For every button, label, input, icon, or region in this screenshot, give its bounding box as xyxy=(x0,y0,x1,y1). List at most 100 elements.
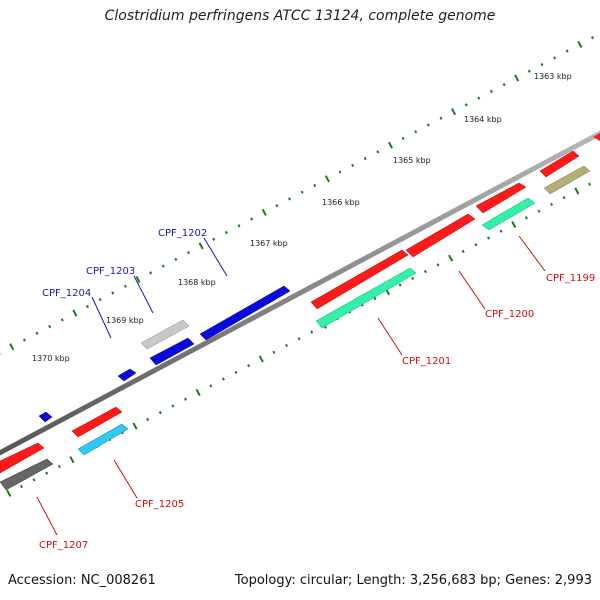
ruler-label: 1369 kbp xyxy=(106,316,144,325)
gene-feature-cpf1204[interactable] xyxy=(117,368,137,382)
gene-label-cpf1205[interactable]: CPF_1205 xyxy=(135,499,184,510)
tick-mark xyxy=(6,489,12,497)
tick-mark xyxy=(436,263,440,267)
tick-mark xyxy=(474,243,478,247)
tick-mark xyxy=(363,156,367,161)
tick-mark xyxy=(60,318,64,322)
tick-mark xyxy=(300,190,304,194)
ruler-labels: 1363 kbp 1364 kbp 1365 kbp 1366 kbp 1367… xyxy=(32,72,572,363)
gene-label-cpf1199[interactable]: CPF_1199 xyxy=(546,273,595,284)
gene-label-cpf1204[interactable]: CPF_1204 xyxy=(42,288,91,299)
gene-feature-cpf1207[interactable] xyxy=(0,442,45,474)
tick-mark xyxy=(86,304,89,309)
tick-mark xyxy=(72,309,78,317)
tick-mark xyxy=(275,204,279,208)
ruler-label: 1364 kbp xyxy=(464,115,502,124)
tick-mark xyxy=(158,411,162,415)
tick-mark xyxy=(351,163,355,167)
tick-mark xyxy=(149,271,153,275)
tick-mark xyxy=(48,324,52,329)
tick-mark xyxy=(174,257,178,261)
tick-mark xyxy=(250,217,254,221)
tick-mark xyxy=(247,364,251,368)
leader-line xyxy=(203,237,228,277)
tick-mark xyxy=(511,221,517,229)
tick-mark xyxy=(439,116,443,120)
tick-mark xyxy=(426,123,430,127)
gene-feature-cpf1199-edge[interactable] xyxy=(593,133,600,141)
gene-feature-cpf1201-cds[interactable] xyxy=(315,267,417,329)
gene-feature-pseudo[interactable] xyxy=(543,165,591,195)
tick-mark xyxy=(221,377,225,381)
tick-mark xyxy=(285,343,288,348)
tick-mark xyxy=(514,74,520,82)
tick-mark xyxy=(553,56,557,60)
tick-mark xyxy=(123,284,127,288)
tick-mark xyxy=(527,69,531,73)
leader-line xyxy=(133,275,154,314)
tick-mark xyxy=(574,187,580,195)
accession-text: Accession: NC_008261 xyxy=(8,573,156,588)
tick-mark xyxy=(451,108,457,116)
tick-mark xyxy=(132,422,138,430)
tick-mark xyxy=(489,89,493,94)
tick-mark xyxy=(324,175,330,183)
leader-line xyxy=(458,270,486,310)
tick-mark xyxy=(373,296,377,301)
genome-summary-text: Topology: circular; Length: 3,256,683 bp… xyxy=(234,573,592,588)
gene-feature-cpf1202[interactable] xyxy=(199,285,291,341)
tick-mark xyxy=(398,283,402,287)
tick-mark xyxy=(135,275,141,284)
gene-feature-cpf1200-cds[interactable] xyxy=(481,197,536,231)
gene-feature-cpf1201a[interactable] xyxy=(405,213,476,258)
ruler-label: 1363 kbp xyxy=(534,72,572,81)
tick-mark xyxy=(171,404,175,408)
leader-line xyxy=(113,459,138,499)
gene-features xyxy=(0,133,600,491)
tick-mark xyxy=(146,417,150,422)
tick-mark xyxy=(401,136,405,141)
tick-mark xyxy=(234,370,238,374)
tick-mark xyxy=(477,96,481,100)
tick-mark xyxy=(184,397,187,401)
tick-mark xyxy=(297,337,301,341)
gene-feature-cpf1205-cds[interactable] xyxy=(77,423,129,456)
tick-mark xyxy=(57,464,61,469)
tick-mark xyxy=(209,384,213,388)
tick-mark xyxy=(338,170,342,174)
leader-line xyxy=(91,296,112,339)
tick-mark xyxy=(376,150,380,154)
tick-mark xyxy=(288,197,291,201)
tick-mark xyxy=(69,456,75,464)
tick-mark xyxy=(414,130,418,134)
gene-feature-small[interactable] xyxy=(38,411,53,423)
gene-label-cpf1203[interactable]: CPF_1203 xyxy=(86,266,135,277)
gene-feature-cpf1200[interactable] xyxy=(475,182,527,214)
tick-mark xyxy=(590,36,594,40)
tick-mark xyxy=(423,269,427,274)
leader-line xyxy=(36,496,58,536)
leader-line xyxy=(518,235,546,272)
tick-rows xyxy=(0,36,594,497)
gene-feature-cpf1203[interactable] xyxy=(149,337,195,366)
gene-label-cpf1200[interactable]: CPF_1200 xyxy=(485,309,534,320)
gene-feature-cpf1199[interactable] xyxy=(539,150,580,178)
gene-label-cpf1202[interactable]: CPF_1202 xyxy=(158,228,207,239)
gene-feature-cpf1205[interactable] xyxy=(71,406,123,438)
tick-mark xyxy=(387,141,393,149)
gene-labels: CPF_1202 CPF_1203 CPF_1204 CPF_1199 CPF_… xyxy=(39,228,595,551)
tick-mark xyxy=(198,242,204,250)
gene-feature-cpf1203b[interactable] xyxy=(140,319,190,350)
gene-label-cpf1207[interactable]: CPF_1207 xyxy=(39,540,88,551)
ruler-label: 1370 kbp xyxy=(32,354,70,363)
tick-mark xyxy=(161,264,165,268)
gene-label-cpf1201[interactable]: CPF_1201 xyxy=(402,356,451,367)
tick-mark xyxy=(212,237,216,241)
tick-mark xyxy=(499,229,503,233)
ruler-label: 1365 kbp xyxy=(393,156,431,165)
gene-feature-cpf1201[interactable] xyxy=(310,249,409,310)
gene-feature-cpf1207-cds[interactable] xyxy=(0,458,54,491)
tick-mark xyxy=(187,251,190,255)
